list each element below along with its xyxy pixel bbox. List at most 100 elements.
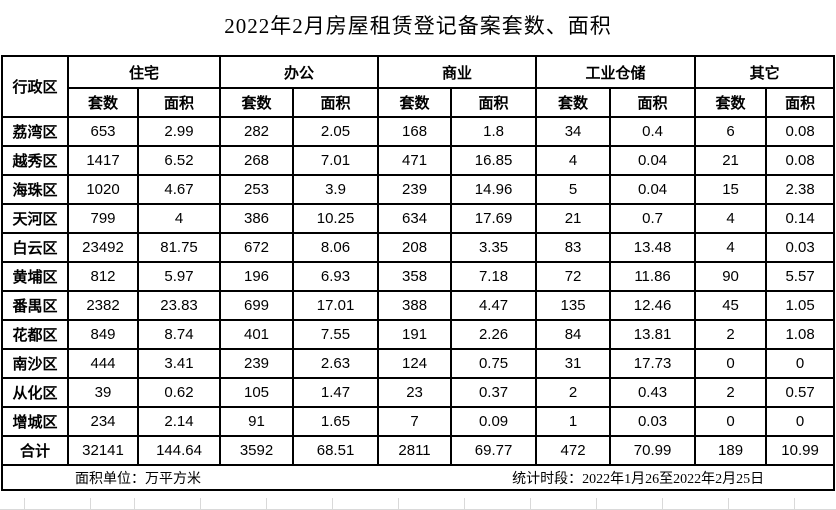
table-row: 荔湾区 653 2.99 282 2.05 168 1.8 34 0.4 6 0… [1, 116, 836, 147]
table-row: 番禺区 2382 23.83 699 17.01 388 4.47 135 12… [1, 290, 836, 321]
value-cell: 3.35 [450, 232, 538, 263]
area-header: 面积 [765, 87, 836, 118]
value-cell: 471 [377, 145, 453, 176]
value-cell: 0.75 [450, 348, 538, 379]
value-cell: 1.08 [765, 319, 836, 350]
value-cell: 105 [219, 377, 295, 408]
area-unit-note: 面积单位：万平方米 [75, 471, 201, 487]
value-cell: 634 [377, 203, 453, 234]
value-cell: 191 [377, 319, 453, 350]
value-cell: 472 [535, 435, 612, 466]
value-cell: 444 [67, 348, 139, 379]
value-cell: 16.85 [450, 145, 538, 176]
area-header: 面积 [450, 87, 538, 118]
value-cell: 23 [377, 377, 453, 408]
value-cell: 4.47 [450, 290, 538, 321]
units-header: 套数 [694, 87, 768, 118]
district-cell: 花都区 [1, 319, 69, 350]
value-cell: 1.05 [765, 290, 836, 321]
value-cell: 2 [694, 377, 768, 408]
value-cell: 2.26 [450, 319, 538, 350]
value-cell: 0.57 [765, 377, 836, 408]
table-row: 从化区 39 0.62 105 1.47 23 0.37 2 0.43 2 0.… [1, 377, 836, 408]
value-cell: 23.83 [136, 290, 222, 321]
area-header: 面积 [609, 87, 697, 118]
value-cell: 3592 [219, 435, 295, 466]
district-column-header: 行政区 [1, 55, 69, 118]
value-cell: 15 [694, 174, 768, 205]
value-cell: 208 [377, 232, 453, 263]
value-cell: 2811 [377, 435, 453, 466]
district-cell: 南沙区 [1, 348, 69, 379]
group-header-industrial-storage: 工业仓储 [535, 55, 697, 89]
table-row: 白云区 23492 81.75 672 8.06 208 3.35 83 13.… [1, 232, 836, 263]
value-cell: 2.63 [292, 348, 380, 379]
value-cell: 10.25 [292, 203, 380, 234]
value-cell: 81.75 [136, 232, 222, 263]
value-cell: 17.73 [609, 348, 697, 379]
group-header-commercial: 商业 [377, 55, 538, 89]
rental-registration-table: 行政区 住宅 办公 商业 工业仓储 其它 套数 面积 套数 面积 套数 面积 套… [0, 55, 836, 491]
value-cell: 2382 [67, 290, 139, 321]
value-cell: 14.96 [450, 174, 538, 205]
district-cell: 海珠区 [1, 174, 69, 205]
value-cell: 0.43 [609, 377, 697, 408]
value-cell: 196 [219, 261, 295, 292]
value-cell: 4 [694, 232, 768, 263]
value-cell: 0.08 [765, 145, 836, 176]
value-cell: 84 [535, 319, 612, 350]
value-cell: 21 [694, 145, 768, 176]
value-cell: 0.04 [609, 174, 697, 205]
value-cell: 13.81 [609, 319, 697, 350]
value-cell: 1.65 [292, 406, 380, 437]
value-cell: 11.86 [609, 261, 697, 292]
value-cell: 358 [377, 261, 453, 292]
value-cell: 239 [219, 348, 295, 379]
table-row: 花都区 849 8.74 401 7.55 191 2.26 84 13.81 … [1, 319, 836, 350]
value-cell: 0.08 [765, 116, 836, 147]
value-cell: 68.51 [292, 435, 380, 466]
value-cell: 91 [219, 406, 295, 437]
spreadsheet-gridlines [0, 498, 836, 510]
value-cell: 282 [219, 116, 295, 147]
value-cell: 2 [535, 377, 612, 408]
page-title: 2022年2月房屋租赁登记备案套数、面积 [224, 14, 612, 38]
value-cell: 7 [377, 406, 453, 437]
units-header: 套数 [535, 87, 612, 118]
sub-header-row: 套数 面积 套数 面积 套数 面积 套数 面积 套数 面积 [2, 87, 836, 118]
group-header-residential: 住宅 [66, 55, 222, 89]
value-cell: 849 [67, 319, 139, 350]
units-header: 套数 [219, 87, 295, 118]
value-cell: 0.7 [609, 203, 697, 234]
value-cell: 34 [535, 116, 612, 147]
value-cell: 4.67 [136, 174, 222, 205]
value-cell: 144.64 [136, 435, 222, 466]
table-row: 越秀区 1417 6.52 268 7.01 471 16.85 4 0.04 … [1, 145, 836, 176]
value-cell: 1.47 [292, 377, 380, 408]
value-cell: 8.06 [292, 232, 380, 263]
value-cell: 83 [535, 232, 612, 263]
value-cell: 253 [219, 174, 295, 205]
value-cell: 189 [694, 435, 768, 466]
value-cell: 0.09 [450, 406, 538, 437]
table-row: 黄埔区 812 5.97 196 6.93 358 7.18 72 11.86 … [1, 261, 836, 292]
value-cell: 0 [694, 406, 768, 437]
value-cell: 1020 [67, 174, 139, 205]
value-cell: 1 [535, 406, 612, 437]
district-cell: 从化区 [1, 377, 69, 408]
table-row: 海珠区 1020 4.67 253 3.9 239 14.96 5 0.04 1… [1, 174, 836, 205]
value-cell: 5 [535, 174, 612, 205]
value-cell: 0.14 [765, 203, 836, 234]
value-cell: 2.05 [292, 116, 380, 147]
value-cell: 0 [765, 406, 836, 437]
value-cell: 672 [219, 232, 295, 263]
value-cell: 388 [377, 290, 453, 321]
value-cell: 799 [67, 203, 139, 234]
value-cell: 72 [535, 261, 612, 292]
value-cell: 7.01 [292, 145, 380, 176]
value-cell: 168 [377, 116, 453, 147]
table-row: 南沙区 444 3.41 239 2.63 124 0.75 31 17.73 … [1, 348, 836, 379]
value-cell: 268 [219, 145, 295, 176]
value-cell: 135 [535, 290, 612, 321]
